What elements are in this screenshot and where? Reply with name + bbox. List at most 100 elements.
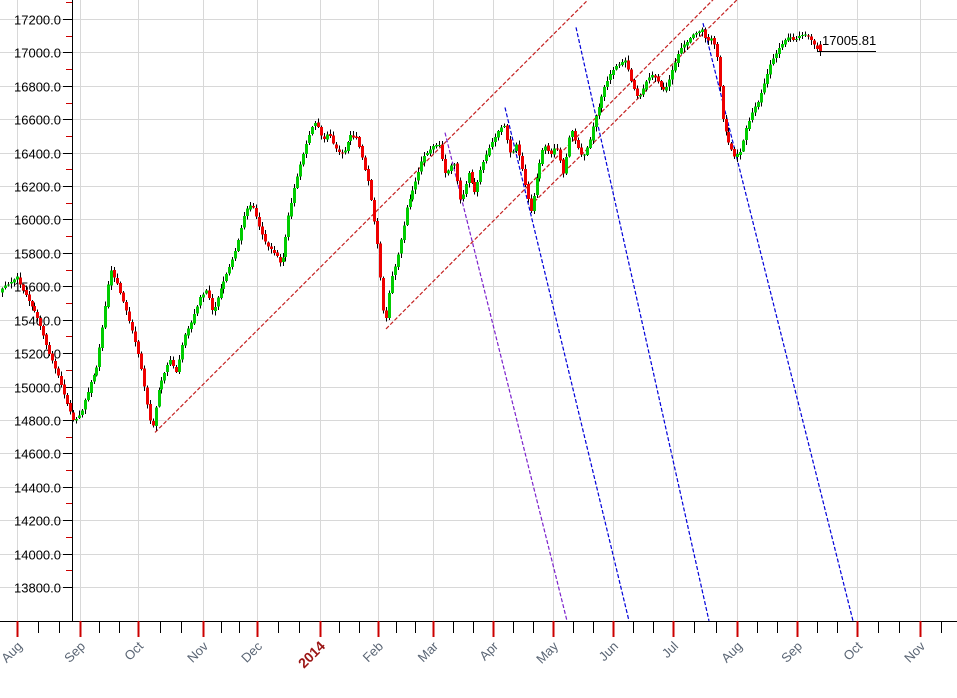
candle <box>497 129 500 141</box>
candle <box>633 78 636 91</box>
candle <box>222 276 225 294</box>
candle <box>355 132 358 140</box>
candle <box>163 371 166 384</box>
candle <box>600 94 603 113</box>
candle <box>547 143 550 154</box>
candle <box>784 38 787 47</box>
candle <box>146 385 149 409</box>
candle <box>370 179 373 201</box>
candle <box>63 379 66 399</box>
candle <box>606 76 609 91</box>
candle <box>438 141 441 148</box>
month-label: Nov <box>901 638 928 665</box>
y-axis-tick-label: 14400.0 <box>14 481 61 496</box>
candle <box>444 154 447 178</box>
y-axis-tick-label: 17200.0 <box>14 13 61 28</box>
candle <box>220 283 223 300</box>
candle <box>595 114 598 132</box>
candle <box>683 40 686 53</box>
candle <box>409 194 412 210</box>
candle <box>382 276 385 314</box>
candle <box>804 31 807 38</box>
candle <box>373 197 376 225</box>
candle <box>125 300 128 316</box>
candle <box>624 57 627 68</box>
candle <box>314 120 317 130</box>
candle <box>680 42 683 55</box>
candle <box>568 135 571 158</box>
candle <box>787 33 790 43</box>
candle <box>772 54 775 66</box>
candle <box>361 144 364 160</box>
descending-cycle-line-1 <box>444 132 568 622</box>
candle <box>698 30 701 37</box>
candle <box>208 285 211 301</box>
candle <box>524 164 527 188</box>
candle <box>426 151 429 157</box>
month-label: May <box>533 638 561 666</box>
candle <box>311 125 314 136</box>
candle <box>668 75 671 91</box>
candle <box>473 177 476 195</box>
ascending-trendline-2 <box>385 0 714 330</box>
candle <box>677 50 680 68</box>
candle <box>730 142 733 152</box>
candle <box>28 290 31 306</box>
month-label: Sep <box>778 639 805 666</box>
candle <box>172 356 175 369</box>
candle <box>78 410 81 420</box>
candle <box>284 234 287 262</box>
candle <box>379 241 382 281</box>
candle <box>19 272 22 289</box>
candle <box>344 146 347 155</box>
candle <box>352 131 355 140</box>
candle <box>332 131 335 145</box>
candle <box>36 309 39 322</box>
candle <box>627 55 630 72</box>
candle <box>769 60 772 79</box>
candle <box>388 290 391 320</box>
candle <box>544 144 547 154</box>
candle <box>211 294 214 315</box>
candle <box>420 156 423 175</box>
candle <box>819 41 822 56</box>
candle <box>54 358 57 374</box>
candle <box>639 93 642 99</box>
candle <box>335 142 338 153</box>
candle <box>81 408 84 418</box>
candle <box>205 288 208 295</box>
candle <box>565 153 568 176</box>
candle <box>110 265 113 291</box>
candle <box>609 69 612 84</box>
candle <box>450 163 453 175</box>
candle <box>10 277 13 289</box>
candle <box>760 89 763 107</box>
candle <box>719 55 722 92</box>
trendlines <box>154 0 854 622</box>
y-axis-tick-label: 17000.0 <box>14 46 61 61</box>
month-label: Jun <box>596 639 621 664</box>
month-label: Dec <box>238 638 265 665</box>
candle <box>704 27 707 43</box>
candle <box>16 272 19 284</box>
candle <box>282 253 285 267</box>
candle <box>39 315 42 331</box>
candle <box>190 320 193 333</box>
candle <box>45 332 48 349</box>
candle <box>701 27 704 37</box>
candle <box>536 173 539 199</box>
candle <box>521 152 524 172</box>
candle <box>155 405 158 431</box>
candle <box>580 143 583 158</box>
candle <box>217 296 220 311</box>
candle <box>553 143 556 158</box>
candle <box>727 127 730 145</box>
candle <box>801 32 804 39</box>
month-label: Nov <box>184 638 211 665</box>
month-label: Feb <box>360 639 386 665</box>
ascending-trendline-1 <box>154 0 589 433</box>
candle <box>745 125 748 145</box>
candle <box>320 125 323 140</box>
candle <box>69 399 72 415</box>
